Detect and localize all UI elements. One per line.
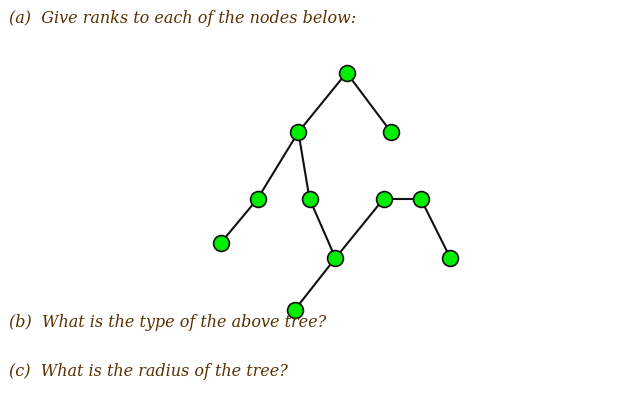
Point — [253, 195, 262, 202]
Point — [290, 307, 300, 313]
Point — [215, 240, 225, 247]
Point — [331, 255, 340, 261]
Point — [342, 69, 352, 76]
Point — [379, 195, 389, 202]
Point — [293, 129, 303, 135]
Text: (c)  What is the radius of the tree?: (c) What is the radius of the tree? — [9, 363, 288, 380]
Text: (a)  Give ranks to each of the nodes below:: (a) Give ranks to each of the nodes belo… — [9, 10, 357, 27]
Point — [446, 255, 456, 261]
Text: (b)  What is the type of the above tree?: (b) What is the type of the above tree? — [9, 314, 327, 331]
Point — [386, 129, 396, 135]
Point — [416, 195, 426, 202]
Point — [305, 195, 314, 202]
